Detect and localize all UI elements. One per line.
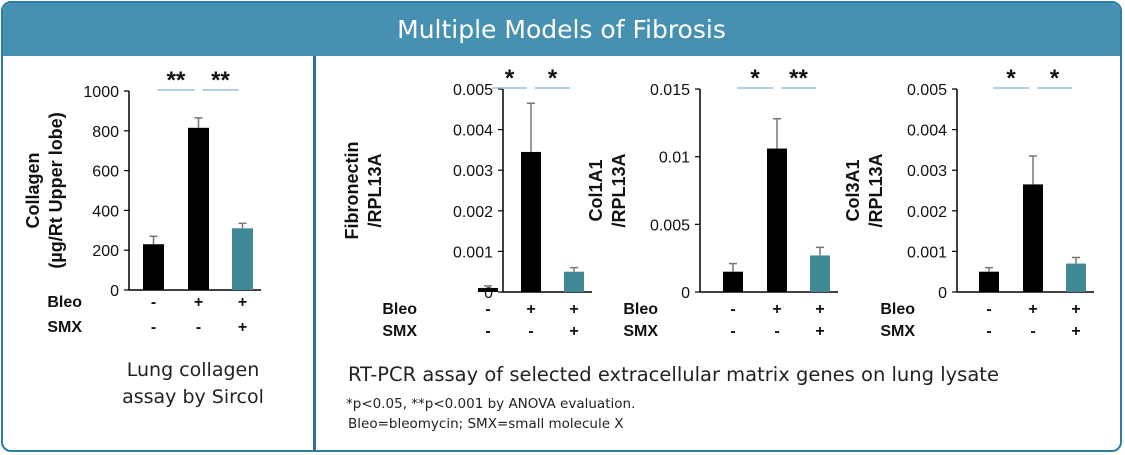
chart4-bar-2	[1023, 184, 1043, 292]
chart2-y-label: /RPL13A	[365, 153, 385, 227]
caption-left-line-1: Lung collagen	[126, 359, 260, 381]
chart2-tick-label: 0.005	[453, 82, 493, 99]
chart1-tick-label: 0	[110, 283, 119, 300]
chart1-factor-mark: -	[196, 319, 201, 336]
chart1-sig-marker: **	[211, 67, 230, 94]
chart2-factor-mark: +	[569, 323, 578, 340]
chart4-tick-label: 0.003	[907, 163, 947, 180]
chart2-factor-mark: -	[528, 323, 533, 340]
chart3-factor-label: Bleo	[623, 301, 658, 318]
footnote-significance: *p<0.05, **p<0.001 by ANOVA evaluation.	[346, 396, 636, 412]
chart4-factor-mark: +	[1028, 301, 1037, 318]
footnote-abbreviations: Bleo=bleomycin; SMX=small molecule X	[348, 416, 624, 432]
chart1-tick-label: 800	[92, 124, 119, 141]
chart1-tick-label: 600	[92, 164, 119, 181]
chart3-tick-label: 0.01	[659, 150, 690, 167]
chart3-y-label: Col1A1	[586, 159, 606, 221]
chart3-bar-3	[810, 255, 830, 292]
chart3-bar-1	[723, 271, 743, 292]
figure-title: Multiple Models of Fibrosis	[3, 3, 1120, 56]
chart3-tick-label: 0	[681, 285, 690, 302]
chart3-bar-2	[767, 148, 787, 292]
chart3-factor-mark: -	[730, 323, 735, 340]
chart1-tick-label: 400	[92, 203, 119, 220]
chart2-bar-1	[478, 287, 498, 292]
chart2-sig-marker: *	[505, 65, 515, 92]
chart3-y-label: /RPL13A	[609, 153, 629, 227]
chart2-tick-label: 0.002	[453, 204, 493, 221]
chart1-factor-mark: -	[151, 294, 156, 311]
caption-left-line-2: assay by Sircol	[122, 386, 264, 408]
chart1-factor-label: SMX	[47, 319, 82, 336]
chart4-factor-mark: +	[1071, 323, 1080, 340]
chart4-y-label: Col3A1	[843, 159, 863, 221]
chart1-factor-label: Bleo	[47, 294, 82, 311]
chart3-factor-mark: -	[730, 301, 735, 318]
chart1-factor-mark: +	[238, 294, 247, 311]
chart2-factor-mark: +	[569, 301, 578, 318]
chart1-tick-label: 1000	[83, 84, 119, 101]
chart4-factor-label: Bleo	[880, 301, 915, 318]
chart2-factor-label: SMX	[382, 323, 417, 340]
panel-divider	[313, 56, 316, 450]
chart3-factor-mark: +	[815, 301, 824, 318]
chart1-tick-label: 200	[92, 243, 119, 260]
chart1-bar-3	[232, 228, 253, 290]
chart4-sig-marker: *	[1050, 65, 1060, 92]
chart4-factor-mark: -	[986, 301, 991, 318]
chart3-tick-label: 0.005	[650, 217, 690, 234]
chart1-factor-mark: -	[151, 319, 156, 336]
chart3-factor-mark: -	[774, 323, 779, 340]
chart4-tick-label: 0.005	[907, 82, 947, 99]
chart2-factor-mark: -	[485, 323, 490, 340]
chart2-tick-label: 0	[484, 285, 493, 302]
chart1-y-label: (µg/Rt Upper lobe)	[46, 112, 66, 268]
chart1-sig-marker: **	[167, 67, 186, 94]
chart4-y-label: /RPL13A	[866, 153, 886, 227]
chart2-factor-label: Bleo	[382, 301, 417, 318]
chart3-factor-label: SMX	[623, 323, 658, 340]
chart2-factor-mark: -	[485, 301, 490, 318]
chart1-factor-mark: +	[238, 319, 247, 336]
chart1-y-label: Collagen	[23, 152, 43, 228]
caption-right: RT-PCR assay of selected extracellular m…	[348, 363, 999, 386]
chart4-factor-label: SMX	[880, 323, 915, 340]
chart4-factor-mark: -	[986, 323, 991, 340]
chart2-tick-label: 0.001	[453, 244, 493, 261]
chart4-bar-3	[1066, 263, 1086, 292]
charts-area: 0 200 400 600 800 1000 Collagen (µg/Rt Upper lo…	[23, 65, 1094, 340]
chart2-sig-marker: *	[548, 65, 558, 92]
chart2-bar-3	[564, 271, 584, 292]
chart4-tick-label: 0	[938, 285, 947, 302]
chart4-tick-label: 0.002	[907, 204, 947, 221]
chart3-factor-mark: +	[772, 301, 781, 318]
chart3-sig-marker: *	[750, 65, 760, 92]
chart4-tick-label: 0.004	[907, 123, 947, 140]
chart2-bar-2	[521, 151, 541, 292]
chart1-bar-2	[188, 127, 209, 290]
chart4-factor-mark: -	[1030, 323, 1035, 340]
chart4-bar-1	[979, 271, 999, 292]
chart1-bar-1	[143, 244, 164, 290]
caption-left: Lung collagen assay by Sircol	[98, 357, 288, 411]
chart3-factor-mark: +	[815, 323, 824, 340]
chart2-tick-label: 0.004	[453, 123, 493, 140]
chart2-tick-label: 0.003	[453, 163, 493, 180]
chart2-y-label: Fibronectin	[342, 142, 362, 240]
chart1-factor-mark: +	[194, 294, 203, 311]
chart2-factor-mark: +	[526, 301, 535, 318]
chart3-tick-label: 0.015	[650, 82, 690, 99]
chart3-sig-marker: **	[789, 65, 808, 92]
chart4-factor-mark: +	[1071, 301, 1080, 318]
chart4-sig-marker: *	[1006, 65, 1016, 92]
chart4-tick-label: 0.001	[907, 244, 947, 261]
